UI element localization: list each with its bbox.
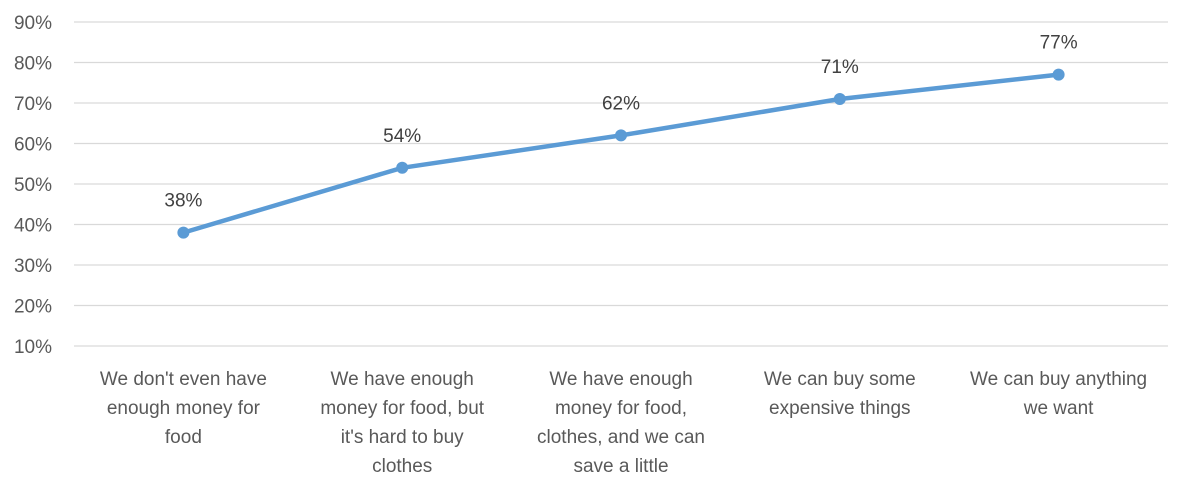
x-category-label-line: clothes bbox=[372, 456, 432, 477]
x-category-label-line: We don't even have bbox=[100, 369, 267, 390]
x-category-label: We can buy some expensive things bbox=[764, 369, 916, 419]
y-tick-label: 50% bbox=[14, 175, 52, 196]
data-labels: 38% 54% 62% 71% 77% bbox=[164, 33, 1077, 212]
x-category-label: We have enough money for food, clothes, an… bbox=[537, 369, 705, 477]
data-label: 62% bbox=[602, 93, 640, 114]
x-category-label: We have enough money for food, but it's ha… bbox=[320, 369, 484, 477]
y-tick-label: 10% bbox=[14, 337, 52, 358]
x-category-label: We can buy anything we want bbox=[970, 369, 1147, 419]
x-category-label-line: We have enough bbox=[549, 369, 692, 390]
data-point bbox=[1052, 68, 1065, 81]
x-category-label-line: save a little bbox=[573, 456, 668, 477]
data-point bbox=[177, 226, 190, 239]
y-axis-tick-labels: 10% 20% 30% 40% 50% 60% 70% 80% 90% bbox=[14, 13, 52, 358]
data-label: 71% bbox=[821, 57, 859, 78]
data-point bbox=[615, 129, 627, 142]
x-category-label-line: we want bbox=[1023, 398, 1094, 419]
data-label: 77% bbox=[1040, 33, 1078, 54]
y-tick-label: 40% bbox=[14, 216, 52, 237]
data-point bbox=[396, 161, 409, 174]
x-category-label-line: enough money for bbox=[107, 398, 261, 419]
x-category-label-line: clothes, and we can bbox=[537, 427, 705, 448]
data-label: 38% bbox=[164, 191, 202, 212]
x-category-label: We don't even have enough money for food bbox=[100, 369, 267, 448]
y-tick-label: 60% bbox=[14, 135, 52, 156]
x-category-label-line: expensive things bbox=[769, 398, 911, 419]
x-category-label-line: food bbox=[165, 427, 202, 448]
y-tick-label: 20% bbox=[14, 297, 52, 318]
x-axis-category-labels: We don't even have enough money for foodWe… bbox=[100, 369, 1147, 477]
y-tick-label: 90% bbox=[14, 13, 52, 34]
x-category-label-line: it's hard to buy bbox=[341, 427, 464, 448]
x-category-label-line: We can buy some bbox=[764, 369, 916, 390]
y-tick-label: 30% bbox=[14, 256, 52, 277]
data-point bbox=[833, 92, 846, 105]
data-label: 54% bbox=[383, 126, 421, 147]
y-tick-label: 80% bbox=[14, 54, 52, 75]
series bbox=[177, 68, 1065, 239]
x-category-label-line: money for food, bbox=[555, 398, 687, 419]
gridlines bbox=[74, 21, 1168, 347]
y-tick-label: 70% bbox=[14, 94, 52, 115]
x-category-label-line: money for food, but bbox=[320, 398, 484, 419]
x-category-label-line: We have enough bbox=[331, 369, 474, 390]
x-category-label-line: We can buy anything bbox=[970, 369, 1147, 390]
